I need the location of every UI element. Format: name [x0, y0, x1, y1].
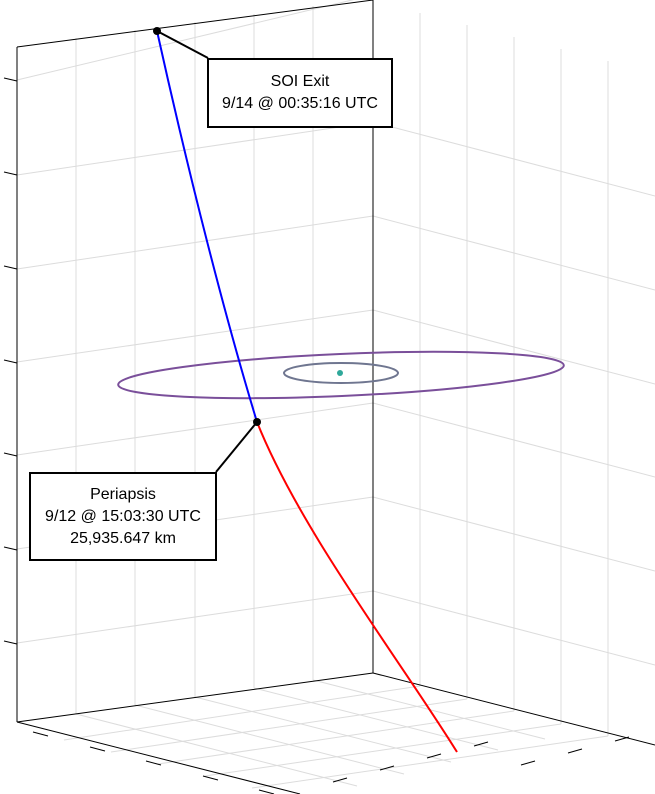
z-axis-ticks [3, 77, 18, 645]
soi-exit-marker [153, 27, 161, 35]
periapsis-marker [253, 418, 261, 426]
incoming-trajectory-leg [256, 421, 458, 753]
central-body [337, 370, 343, 376]
periapsis-altitude: 25,935.647 km [70, 529, 176, 547]
periapsis-leader-line [215, 421, 258, 473]
outgoing-trajectory-leg [156, 30, 258, 423]
back-right-wall-grid [372, 13, 655, 736]
large-orbit [117, 350, 565, 400]
small-orbit [283, 362, 399, 384]
y-axis-ticks [332, 736, 630, 783]
periapsis-time: 9/12 @ 15:03:30 UTC [45, 507, 201, 525]
soi-exit-leader-line [156, 30, 209, 59]
axes-frame [16, 0, 655, 794]
soi-exit-time: 9/14 @ 00:35:16 UTC [222, 95, 378, 112]
soi-exit-callout: SOI Exit 9/14 @ 00:35:16 UTC [207, 58, 393, 128]
periapsis-title: Periapsis [90, 485, 156, 503]
floor-grid [63, 679, 609, 789]
x-axis-ticks [32, 731, 275, 794]
periapsis-callout: Periapsis 9/12 @ 15:03:30 UTC 25,935.647… [29, 472, 217, 561]
soi-exit-title: SOI Exit [270, 73, 330, 90]
